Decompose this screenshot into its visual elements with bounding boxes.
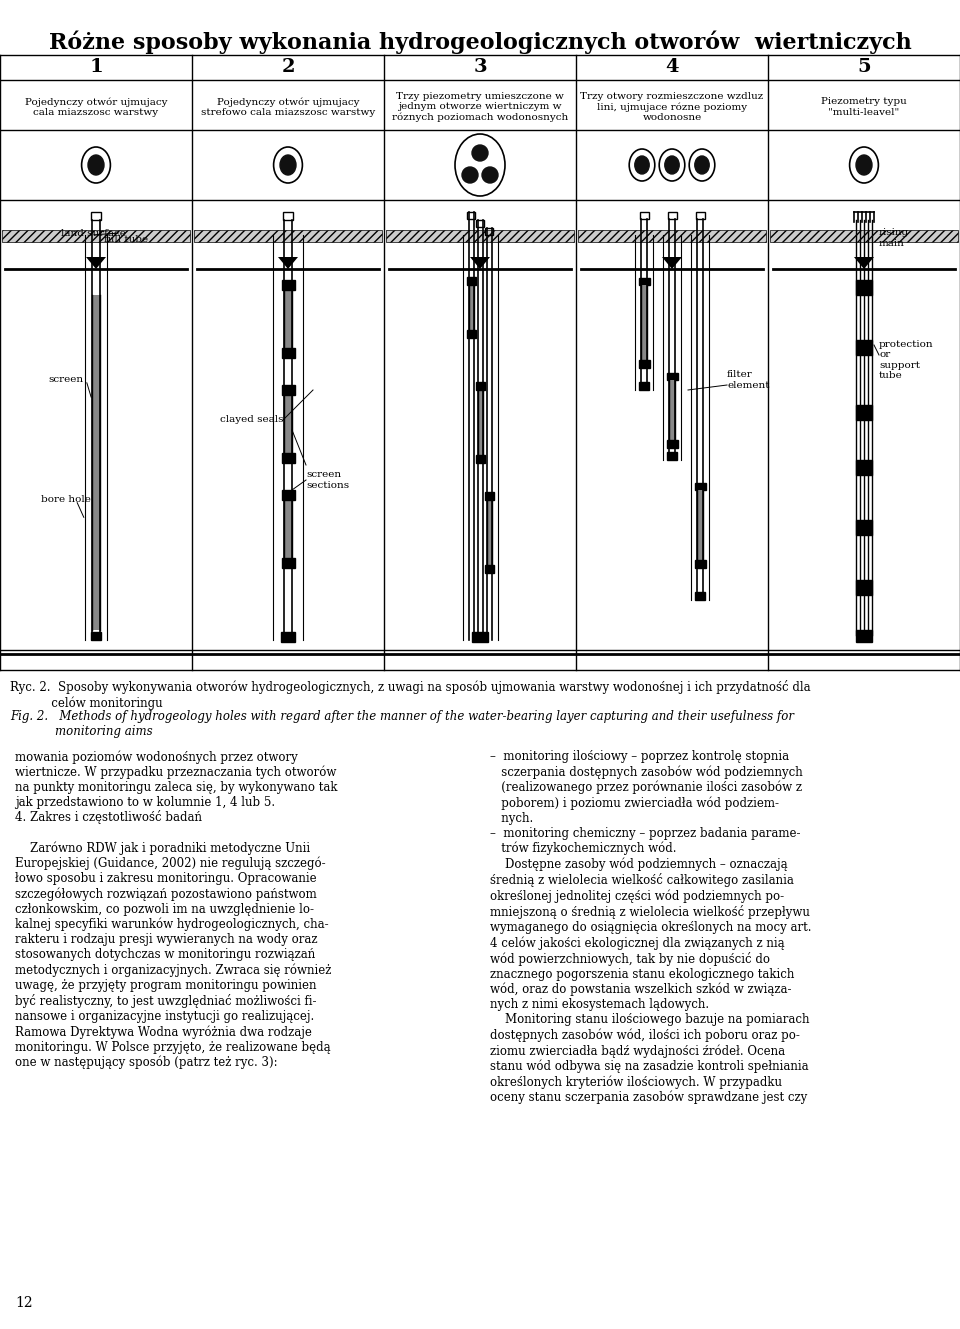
Bar bbox=[669, 380, 675, 440]
Text: mowania poziomów wodonośnych przez otwory
wiertnicze. W przypadku przeznaczania : mowania poziomów wodonośnych przez otwor… bbox=[15, 750, 338, 809]
Polygon shape bbox=[662, 256, 682, 268]
Ellipse shape bbox=[472, 145, 488, 161]
Bar bbox=[283, 213, 293, 221]
Text: screen
sections: screen sections bbox=[306, 470, 349, 489]
Bar bbox=[194, 230, 382, 242]
Bar bbox=[386, 230, 574, 242]
Text: clayed seals: clayed seals bbox=[220, 416, 283, 424]
Text: 2: 2 bbox=[281, 58, 295, 77]
Bar bbox=[639, 213, 649, 219]
Bar bbox=[475, 381, 485, 389]
Text: Trzy otwory rozmieszczone wzdluz
lini, ujmujace rózne poziomy
wodonosne: Trzy otwory rozmieszczone wzdluz lini, u… bbox=[581, 92, 763, 122]
Text: Trzy piezometry umieszczone w
jednym otworze wiertniczym w
róznych poziomach wod: Trzy piezometry umieszczone w jednym otw… bbox=[392, 92, 568, 122]
Bar bbox=[666, 373, 678, 380]
Ellipse shape bbox=[664, 155, 680, 174]
Bar bbox=[91, 633, 101, 641]
Polygon shape bbox=[278, 256, 298, 268]
Ellipse shape bbox=[280, 155, 296, 175]
Text: bore hole: bore hole bbox=[41, 496, 91, 505]
Bar bbox=[667, 452, 677, 460]
Bar bbox=[467, 276, 475, 284]
Bar bbox=[856, 340, 872, 355]
Bar bbox=[477, 389, 483, 455]
Bar bbox=[856, 280, 872, 295]
Text: 4. Zakres i częstotliwość badań

    Zarówno RDW jak i poradniki metodyczne Unii: 4. Zakres i częstotliwość badań Zarówno … bbox=[15, 809, 331, 1070]
Bar bbox=[487, 500, 492, 565]
Bar bbox=[92, 295, 100, 630]
Bar bbox=[281, 385, 295, 395]
Ellipse shape bbox=[635, 155, 649, 174]
Bar bbox=[476, 221, 484, 227]
Bar bbox=[467, 330, 475, 338]
Text: land surface: land surface bbox=[61, 229, 126, 238]
Polygon shape bbox=[86, 256, 106, 268]
Text: rising
main: rising main bbox=[879, 229, 909, 247]
Bar bbox=[284, 389, 292, 455]
Bar bbox=[281, 490, 295, 500]
Bar bbox=[485, 492, 493, 500]
Text: –  monitoring ilościowy – poprzez kontrolę stopnia
   sczerpania dostępnych zaso: – monitoring ilościowy – poprzez kontrol… bbox=[490, 750, 811, 1104]
Text: full tube: full tube bbox=[104, 235, 148, 245]
Bar bbox=[472, 633, 488, 642]
Bar bbox=[641, 284, 647, 360]
Bar bbox=[281, 558, 295, 567]
Bar bbox=[578, 230, 766, 242]
Bar bbox=[856, 405, 872, 420]
Bar bbox=[2, 230, 190, 242]
Text: Piezometry typu
"multi-leavel": Piezometry typu "multi-leavel" bbox=[821, 97, 907, 117]
Bar bbox=[856, 630, 872, 642]
Bar bbox=[638, 360, 650, 368]
Bar bbox=[281, 280, 295, 290]
Bar bbox=[485, 229, 493, 235]
Ellipse shape bbox=[856, 155, 872, 175]
Bar bbox=[639, 381, 649, 389]
Text: 1: 1 bbox=[89, 58, 103, 77]
Bar bbox=[856, 579, 872, 595]
Bar bbox=[856, 460, 872, 474]
Bar bbox=[667, 213, 677, 219]
Bar bbox=[467, 213, 475, 219]
Polygon shape bbox=[470, 256, 490, 268]
Bar bbox=[284, 284, 292, 350]
Bar bbox=[697, 490, 703, 560]
Text: 5: 5 bbox=[857, 58, 871, 77]
Bar bbox=[281, 453, 295, 462]
Ellipse shape bbox=[695, 155, 709, 174]
Bar bbox=[666, 440, 678, 448]
Ellipse shape bbox=[462, 167, 478, 183]
Bar bbox=[638, 278, 650, 284]
Bar bbox=[695, 213, 705, 219]
Bar bbox=[770, 230, 958, 242]
Text: Pojedynczy otwór ujmujacy
strefowo cala miazszosc warstwy: Pojedynczy otwór ujmujacy strefowo cala … bbox=[201, 97, 375, 117]
Text: Ryc. 2.  Sposoby wykonywania otworów hydrogeologicznych, z uwagi na sposób ujmow: Ryc. 2. Sposoby wykonywania otworów hydr… bbox=[10, 680, 810, 710]
Bar bbox=[694, 482, 706, 490]
Bar bbox=[468, 284, 473, 330]
Bar bbox=[281, 633, 295, 642]
Text: 12: 12 bbox=[15, 1296, 33, 1310]
Ellipse shape bbox=[482, 167, 498, 183]
Text: filter
element: filter element bbox=[727, 371, 770, 389]
Bar bbox=[281, 348, 295, 358]
Bar bbox=[284, 494, 292, 560]
Bar bbox=[91, 213, 101, 221]
Polygon shape bbox=[854, 256, 874, 268]
Text: screen: screen bbox=[48, 376, 84, 384]
Text: Pojedynczy otwór ujmujacy
cala miazszosc warstwy: Pojedynczy otwór ujmujacy cala miazszosc… bbox=[25, 97, 167, 117]
Ellipse shape bbox=[88, 155, 104, 175]
Text: Różne sposoby wykonania hydrogeologicznych otworów  wiertniczych: Różne sposoby wykonania hydrogeologiczny… bbox=[49, 31, 911, 53]
Bar bbox=[475, 455, 485, 462]
Bar bbox=[856, 520, 872, 536]
Text: protection
or
support
tube: protection or support tube bbox=[879, 340, 934, 380]
Bar bbox=[485, 565, 493, 573]
Text: 4: 4 bbox=[665, 58, 679, 77]
Text: 3: 3 bbox=[473, 58, 487, 77]
Bar bbox=[694, 560, 706, 567]
Text: Fig. 2.   Methods of hydrogeology holes with regard after the manner of the wate: Fig. 2. Methods of hydrogeology holes wi… bbox=[10, 710, 794, 738]
Bar bbox=[695, 591, 705, 599]
